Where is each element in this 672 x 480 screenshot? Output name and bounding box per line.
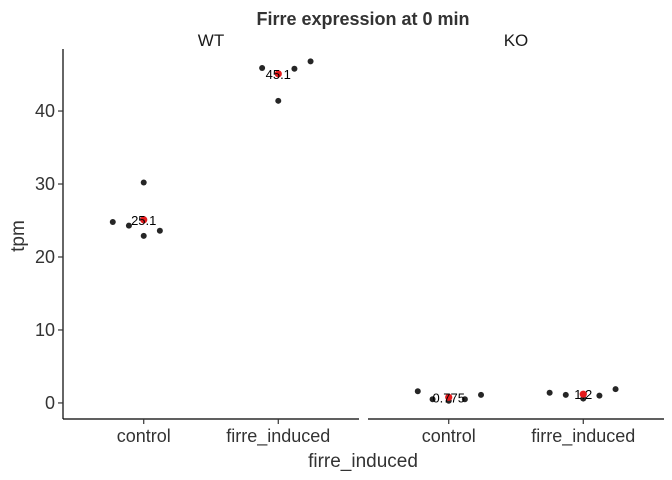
mean-marker — [579, 390, 587, 398]
data-point — [429, 396, 436, 403]
panel-ko: KO control firre_induced 0.775 1.2 — [368, 31, 664, 447]
panel-strip-label: WT — [198, 31, 224, 50]
mean-label: 1.2 — [574, 387, 592, 402]
data-point — [275, 97, 282, 104]
mean-marker — [274, 70, 282, 78]
chart-title: Firre expression at 0 min — [256, 9, 469, 29]
data-point — [562, 391, 569, 398]
plot-layer: WT control firre_induced 0 10 20 30 40 25.1 45.1 K… — [35, 31, 664, 447]
data-point — [546, 389, 553, 396]
y-tick-label: 10 — [35, 320, 55, 340]
y-tick-label: 20 — [35, 247, 55, 267]
x-tick-label: control — [117, 426, 171, 446]
mean-label: 25.1 — [131, 213, 156, 228]
data-point — [291, 65, 298, 72]
x-axis-title: firre_induced — [308, 451, 418, 472]
data-point — [140, 179, 147, 186]
x-tick-label: control — [422, 426, 476, 446]
panel-wt: WT control firre_induced 0 10 20 30 40 25.1 45.1 — [35, 31, 359, 447]
data-point — [125, 222, 132, 229]
data-point — [478, 391, 485, 398]
y-tick-label: 40 — [35, 101, 55, 121]
x-tick-label: firre_induced — [226, 426, 330, 447]
data-point — [307, 58, 314, 65]
mean-label: 45.1 — [266, 67, 291, 82]
data-point — [414, 388, 421, 395]
data-point — [109, 218, 116, 225]
data-point — [156, 227, 163, 234]
panel-strip-label: KO — [504, 31, 529, 50]
y-tick-label: 0 — [45, 393, 55, 413]
data-point — [461, 396, 468, 403]
y-tick-label: 30 — [35, 174, 55, 194]
x-tick-label: firre_induced — [531, 426, 635, 447]
mean-marker — [445, 393, 453, 401]
data-point — [596, 392, 603, 399]
data-point — [612, 386, 619, 393]
data-point — [259, 64, 266, 71]
y-axis-title: tpm — [8, 220, 29, 252]
mean-label: 0.775 — [432, 390, 465, 405]
mean-marker — [140, 216, 148, 224]
data-point — [140, 232, 147, 239]
